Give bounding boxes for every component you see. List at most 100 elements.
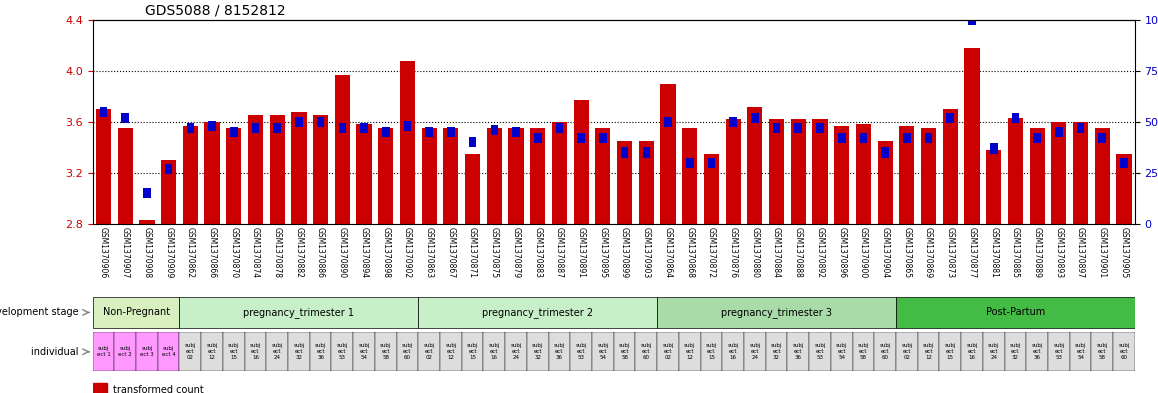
Text: subj
ect
32: subj ect 32 — [771, 343, 783, 360]
Text: development stage: development stage — [0, 307, 82, 318]
Text: GDS5088 / 8152812: GDS5088 / 8152812 — [145, 3, 285, 17]
Bar — [621, 147, 629, 158]
Text: Non-Pregnant: Non-Pregnant — [103, 307, 169, 318]
FancyBboxPatch shape — [765, 332, 787, 371]
Bar — [360, 123, 368, 133]
FancyBboxPatch shape — [266, 332, 288, 371]
Bar — [1012, 113, 1019, 123]
FancyBboxPatch shape — [179, 297, 418, 329]
Text: GSM1370888: GSM1370888 — [793, 228, 802, 278]
FancyBboxPatch shape — [93, 332, 115, 371]
Bar — [599, 133, 607, 143]
FancyBboxPatch shape — [549, 332, 570, 371]
FancyBboxPatch shape — [309, 332, 331, 371]
Text: subj
ect
58: subj ect 58 — [1097, 343, 1108, 360]
Bar — [1073, 122, 1089, 393]
Text: subj
ect
15: subj ect 15 — [705, 343, 717, 360]
Bar — [643, 147, 650, 158]
Text: GSM1370870: GSM1370870 — [229, 228, 239, 279]
Bar — [1029, 128, 1045, 393]
Text: subj
ect
12: subj ect 12 — [923, 343, 935, 360]
FancyBboxPatch shape — [679, 332, 701, 371]
Bar — [1033, 133, 1041, 143]
Text: GSM1370876: GSM1370876 — [728, 228, 738, 279]
Bar — [317, 117, 324, 127]
Text: GSM1370899: GSM1370899 — [620, 228, 629, 279]
Bar — [838, 133, 845, 143]
Bar — [357, 124, 372, 393]
Text: subj
ect
16: subj ect 16 — [727, 343, 739, 360]
Bar — [987, 150, 1002, 393]
FancyBboxPatch shape — [418, 297, 657, 329]
FancyBboxPatch shape — [1004, 332, 1026, 371]
Bar — [816, 123, 823, 133]
Text: GSM1370898: GSM1370898 — [381, 228, 390, 279]
Text: subj
ect
60: subj ect 60 — [402, 343, 413, 360]
Bar — [943, 109, 958, 393]
Text: GSM1370894: GSM1370894 — [359, 228, 368, 279]
Bar — [859, 133, 867, 143]
FancyBboxPatch shape — [93, 297, 179, 329]
FancyBboxPatch shape — [657, 332, 679, 371]
Text: subj
ect
02: subj ect 02 — [901, 343, 913, 360]
Bar — [617, 141, 632, 393]
Bar — [769, 119, 784, 393]
Text: GSM1370884: GSM1370884 — [772, 228, 782, 279]
Text: subj
ect
32: subj ect 32 — [1010, 343, 1021, 360]
Text: subj
ect
36: subj ect 36 — [1032, 343, 1043, 360]
Bar — [183, 126, 198, 393]
Text: GSM1370892: GSM1370892 — [815, 228, 824, 279]
FancyBboxPatch shape — [396, 332, 418, 371]
Text: GSM1370907: GSM1370907 — [120, 228, 130, 279]
Text: GSM1370908: GSM1370908 — [142, 228, 152, 279]
FancyBboxPatch shape — [614, 332, 636, 371]
Text: GSM1370865: GSM1370865 — [902, 228, 911, 279]
Bar — [1120, 158, 1128, 168]
Text: subj
ect
58: subj ect 58 — [380, 343, 391, 360]
Text: GSM1370873: GSM1370873 — [946, 228, 955, 279]
Bar — [704, 154, 719, 393]
Bar — [834, 126, 849, 393]
Text: GSM1370905: GSM1370905 — [1120, 228, 1129, 279]
Bar — [946, 113, 954, 123]
Bar — [512, 127, 520, 137]
Text: subj
ect
36: subj ect 36 — [792, 343, 804, 360]
Text: pregnancy_trimester 1: pregnancy_trimester 1 — [243, 307, 354, 318]
FancyBboxPatch shape — [743, 332, 765, 371]
Bar — [144, 188, 151, 198]
Text: GSM1370883: GSM1370883 — [533, 228, 542, 279]
Text: GSM1370900: GSM1370900 — [859, 228, 868, 279]
Bar — [93, 383, 107, 393]
Text: GSM1370906: GSM1370906 — [98, 228, 108, 279]
FancyBboxPatch shape — [852, 332, 874, 371]
FancyBboxPatch shape — [418, 332, 440, 371]
Bar — [1099, 133, 1106, 143]
Bar — [379, 128, 394, 393]
Bar — [466, 154, 481, 393]
FancyBboxPatch shape — [1091, 332, 1113, 371]
Text: GSM1370872: GSM1370872 — [706, 228, 716, 279]
FancyBboxPatch shape — [179, 332, 201, 371]
Bar — [295, 117, 302, 127]
Text: GSM1370864: GSM1370864 — [664, 228, 673, 279]
FancyBboxPatch shape — [809, 332, 830, 371]
Text: subj
ect
54: subj ect 54 — [1075, 343, 1086, 360]
Text: subj
ect
60: subj ect 60 — [640, 343, 652, 360]
Bar — [708, 158, 716, 168]
Text: subj
ect
36: subj ect 36 — [554, 343, 565, 360]
Text: subj
ect
02: subj ect 02 — [184, 343, 196, 360]
Text: individual: individual — [31, 347, 82, 357]
Bar — [486, 128, 501, 393]
FancyBboxPatch shape — [353, 332, 375, 371]
Bar — [186, 123, 195, 133]
Bar — [508, 128, 523, 393]
Text: subj
ect
16: subj ect 16 — [966, 343, 977, 360]
Text: subj
ect
53: subj ect 53 — [337, 343, 349, 360]
FancyBboxPatch shape — [896, 297, 1135, 329]
Bar — [530, 128, 545, 393]
Bar — [968, 15, 976, 25]
Bar — [226, 128, 241, 393]
Text: GSM1370885: GSM1370885 — [1011, 228, 1020, 279]
Bar — [595, 128, 610, 393]
Text: subj
ect
24: subj ect 24 — [749, 343, 761, 360]
